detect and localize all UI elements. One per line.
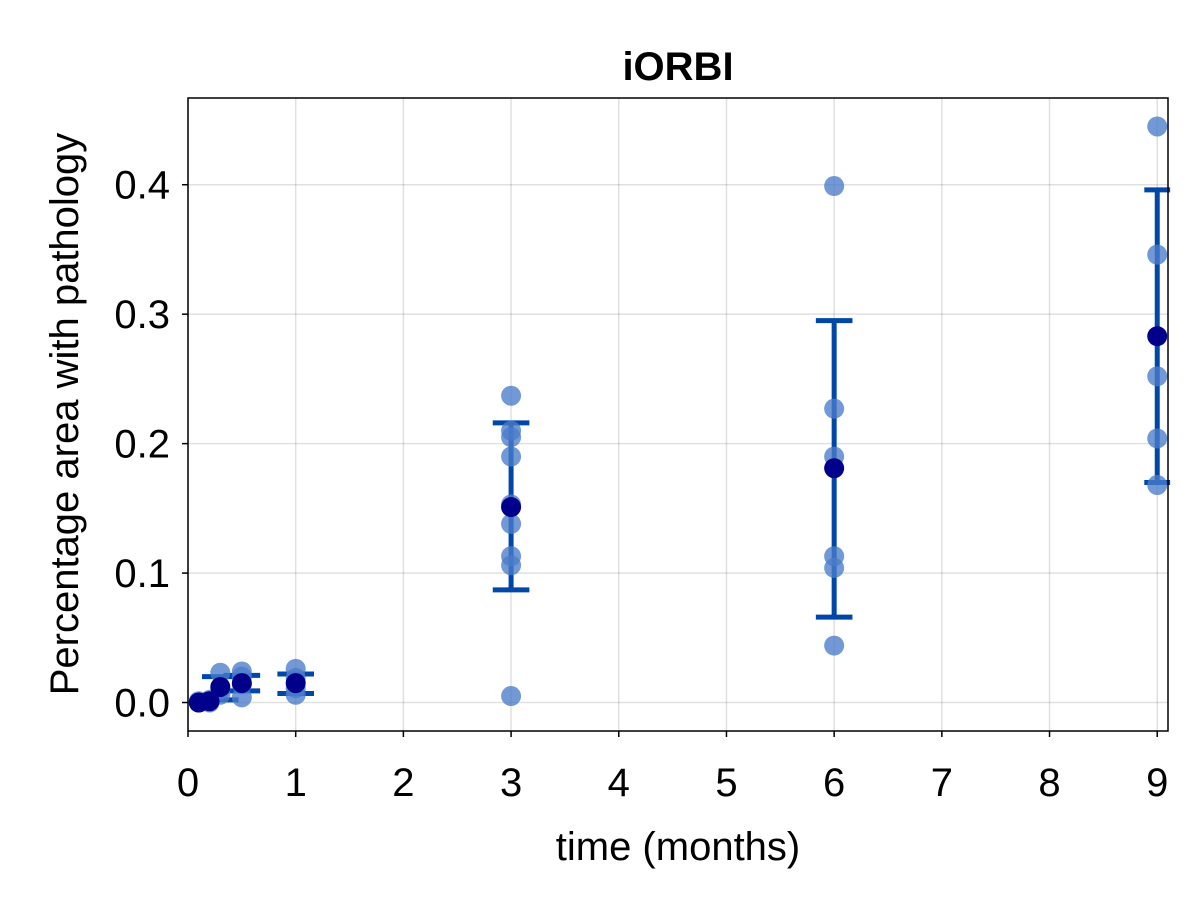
data-point xyxy=(1147,428,1168,449)
mean-point xyxy=(199,691,220,712)
error-bars xyxy=(193,187,1171,706)
y-tick-label: 0.1 xyxy=(114,552,170,596)
data-point xyxy=(1147,475,1168,496)
mean-point xyxy=(210,676,231,697)
data-point xyxy=(231,687,252,708)
y-axis-label: Percentage area with pathology xyxy=(43,133,87,696)
data-point xyxy=(501,385,522,406)
y-tick-label: 0.3 xyxy=(114,293,170,337)
data-point xyxy=(501,555,522,576)
mean-point xyxy=(285,673,306,694)
x-axis-label: time (months) xyxy=(556,825,801,869)
x-tick-label: 7 xyxy=(931,761,953,805)
mean-point xyxy=(824,458,845,479)
data-point xyxy=(1147,366,1168,387)
mean-points xyxy=(188,326,1168,713)
y-tick-label: 0.0 xyxy=(114,682,170,726)
y-tick-label: 0.2 xyxy=(114,423,170,467)
data-point xyxy=(824,176,845,197)
mean-point xyxy=(501,497,522,518)
x-tick-label: 5 xyxy=(715,761,737,805)
plot-frame xyxy=(187,97,1169,732)
data-point xyxy=(501,427,522,448)
x-tick-label: 0 xyxy=(177,761,199,805)
data-point xyxy=(1147,244,1168,265)
x-tick-label: 6 xyxy=(823,761,845,805)
data-point xyxy=(501,446,522,467)
chart-title: iORBI xyxy=(622,45,733,89)
data-point xyxy=(501,686,522,707)
data-points xyxy=(188,116,1168,713)
y-axis-ticks: 0.0 0.1 0.2 0.3 0.4 xyxy=(114,164,188,726)
x-tick-label: 9 xyxy=(1146,761,1168,805)
mean-point xyxy=(231,673,252,694)
x-tick-label: 1 xyxy=(285,761,307,805)
x-axis-ticks: 0 1 2 3 4 5 6 7 8 9 xyxy=(177,731,1168,805)
data-point xyxy=(824,557,845,578)
data-point xyxy=(1147,116,1168,137)
x-tick-label: 4 xyxy=(608,761,630,805)
data-point xyxy=(824,635,845,656)
x-tick-label: 3 xyxy=(500,761,522,805)
x-tick-label: 8 xyxy=(1038,761,1060,805)
y-tick-label: 0.4 xyxy=(114,164,170,208)
data-point xyxy=(210,662,231,683)
x-tick-label: 2 xyxy=(392,761,414,805)
grid-lines xyxy=(187,98,1168,731)
mean-point xyxy=(1147,326,1168,347)
data-point xyxy=(501,513,522,534)
data-point xyxy=(824,398,845,419)
